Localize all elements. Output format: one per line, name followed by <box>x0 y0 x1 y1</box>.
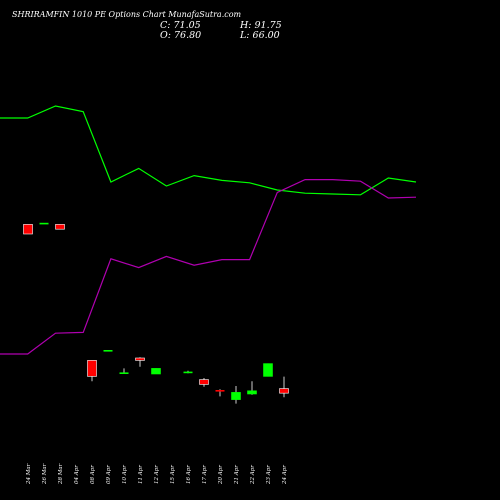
open-value: O: 76.80 <box>160 30 202 41</box>
x-tick-label: 10 Apr <box>122 465 128 484</box>
candle-08-apr <box>87 360 97 382</box>
x-tick-label: 28 Mar <box>58 463 64 485</box>
candle-23-apr <box>263 363 273 377</box>
candle-16-apr <box>183 370 193 374</box>
x-tick-label: 12 Apr <box>154 465 160 484</box>
candle-body <box>55 224 65 230</box>
candle-09-apr <box>103 350 113 352</box>
candles <box>23 222 289 404</box>
low-value: L: 66.00 <box>240 30 280 41</box>
candle-body <box>23 224 33 235</box>
candle-body <box>279 388 289 394</box>
x-tick-label: 24 Mar <box>26 463 32 485</box>
candle-body <box>199 379 209 385</box>
candle-body <box>103 350 113 352</box>
x-tick-label: 23 Apr <box>266 465 272 485</box>
candle-body <box>183 371 193 374</box>
candle-20-apr <box>215 389 225 397</box>
candle-24-apr <box>279 376 289 398</box>
candle-body <box>87 360 97 377</box>
x-axis-labels: 24 Mar 26 Mar 28 Mar 04 Apr 08 Apr 09 Apr 10 A… <box>26 463 288 485</box>
indicator-lines <box>0 105 417 355</box>
x-tick-label: 08 Apr <box>90 465 96 484</box>
x-tick-label: 16 Apr <box>186 465 192 484</box>
close-value: C: 71.05 <box>160 20 201 31</box>
x-tick-label: 17 Apr <box>202 465 208 484</box>
candle-body <box>247 390 257 395</box>
candle-11-apr <box>135 357 145 367</box>
x-tick-label: 24 Apr <box>282 465 288 485</box>
candle-body <box>39 222 49 225</box>
candle-body <box>231 392 241 400</box>
candle-body <box>215 390 225 392</box>
x-tick-label: 09 Apr <box>106 465 112 484</box>
chart-title: SHRIRAMFIN 1010 PE Options Chart MunafaS… <box>12 10 242 19</box>
candle-10-apr <box>119 368 129 374</box>
candle-24-mar <box>23 224 33 235</box>
x-tick-label: 22 Apr <box>250 465 256 485</box>
candle-12-apr <box>151 368 161 375</box>
candle-21-apr <box>231 386 241 404</box>
high-value: H: 91.75 <box>240 20 282 31</box>
candle-22-apr <box>247 381 257 395</box>
x-tick-label: 21 Apr <box>234 465 240 485</box>
indicator-line-2 <box>0 179 417 355</box>
x-tick-label: 15 Apr <box>170 465 176 484</box>
indicator-line-1 <box>0 105 417 196</box>
x-tick-label: 26 Mar <box>42 463 48 485</box>
candle-26-mar <box>39 222 49 225</box>
candle-body <box>151 368 161 375</box>
candle-body <box>119 372 129 374</box>
candle-17-apr <box>199 378 209 387</box>
candle-body <box>135 357 145 361</box>
candle-28-mar <box>55 224 65 230</box>
x-tick-label: 04 Apr <box>74 465 80 484</box>
x-tick-label: 20 Apr <box>218 465 224 485</box>
candle-body <box>263 363 273 377</box>
x-tick-label: 11 Apr <box>138 465 144 484</box>
